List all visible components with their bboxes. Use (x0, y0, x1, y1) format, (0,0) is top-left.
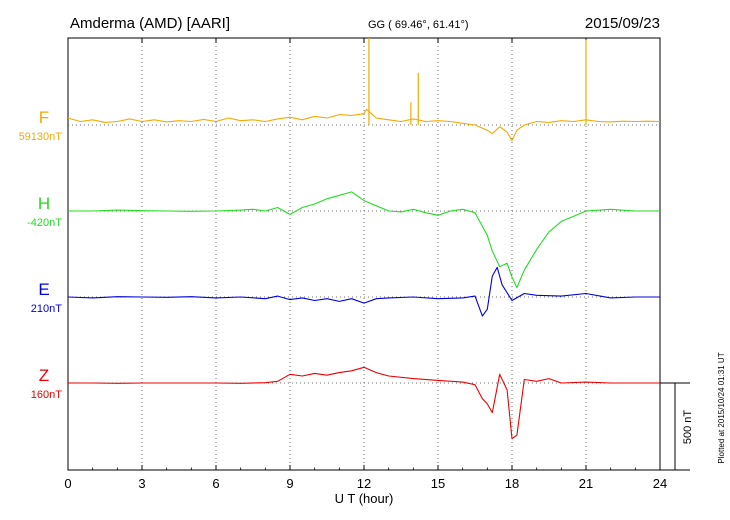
series-name-f: F (39, 108, 49, 127)
x-tick-label: 3 (138, 476, 145, 491)
series-line-f (67, 108, 661, 142)
series-name-h: H (38, 194, 50, 213)
x-axis-label: U T (hour) (335, 491, 394, 506)
series-baseline-label-z: 160nT (31, 389, 62, 401)
x-tick-label: 9 (286, 476, 293, 491)
x-tick-label: 21 (579, 476, 593, 491)
x-tick-label: 6 (212, 476, 219, 491)
series-baseline-label-e: 210nT (31, 303, 62, 315)
series-baseline-label-f: 59130nT (19, 131, 63, 143)
station-title: Amderma (AMD) [AARI] (70, 15, 230, 32)
series-layer (67, 38, 661, 440)
baselines (68, 124, 660, 384)
x-tick-label: 18 (505, 476, 519, 491)
plotted-timestamp: Plotted at 2015/10/24 01:31 UT (717, 352, 726, 463)
x-tick-label: 0 (64, 476, 71, 491)
series-name-e: E (38, 280, 49, 299)
x-tick-label: 12 (357, 476, 371, 491)
x-axis-ticks: 0 3 6 9 12 15 18 21 24 (64, 38, 667, 491)
scale-bar-label: 500 nT (682, 410, 694, 445)
series-line-h (68, 191, 660, 289)
plot-date: 2015/09/23 (585, 15, 660, 32)
station-coordinates: GG ( 69.46°, 61.41°) (368, 19, 469, 31)
x-tick-label: 24 (653, 476, 667, 491)
grid-lines (141, 38, 587, 470)
series-line-z (68, 366, 660, 440)
series-labels: F 59130nT H -420nT E 210nT Z 160nT (19, 108, 63, 401)
scale-bar: 500 nT (660, 382, 694, 471)
series-name-z: Z (39, 366, 49, 385)
series-baseline-label-h: -420nT (27, 217, 62, 229)
series-line-e (67, 266, 660, 317)
x-tick-label: 15 (431, 476, 445, 491)
